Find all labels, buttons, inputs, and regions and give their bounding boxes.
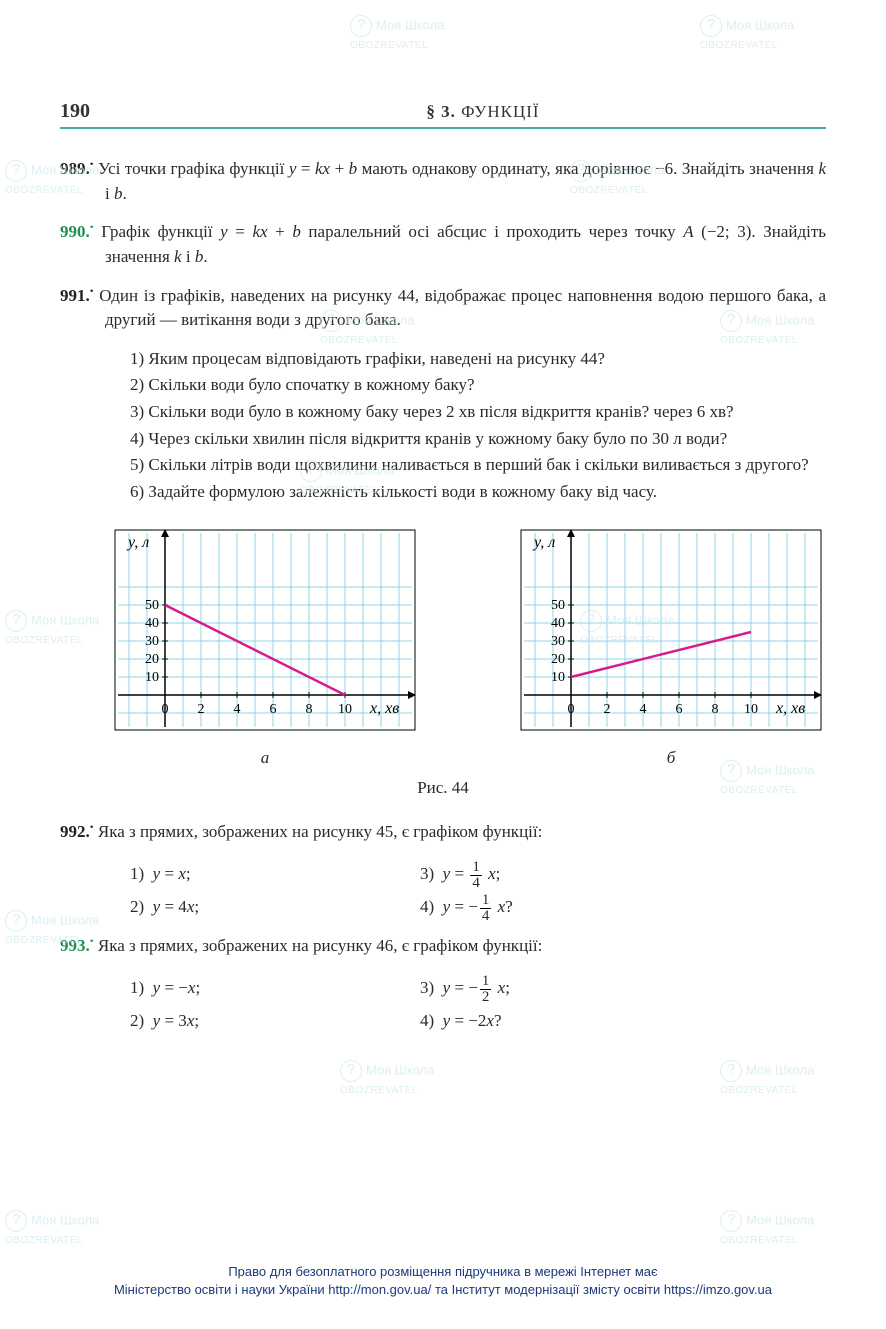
svg-text:30: 30 <box>145 634 159 649</box>
svg-text:4: 4 <box>234 702 241 717</box>
svg-text:4: 4 <box>640 702 647 717</box>
svg-text:30: 30 <box>551 634 565 649</box>
svg-text:10: 10 <box>744 702 758 717</box>
svg-text:0: 0 <box>568 702 575 717</box>
svg-text:10: 10 <box>551 670 565 685</box>
svg-text:x, хв: x, хв <box>369 700 399 717</box>
problem-992: 992.• Яка з прямих, зображених на рисунк… <box>60 820 826 845</box>
svg-text:20: 20 <box>145 652 159 667</box>
chart-a-caption: а <box>110 748 420 768</box>
chart-b-caption: б <box>516 748 826 768</box>
problem-992-row2: 2) y = 4x; 4) y = −14 x? <box>60 891 826 924</box>
svg-text:6: 6 <box>270 702 277 717</box>
footer-note: Право для безоплатного розміщення підруч… <box>0 1263 886 1299</box>
chart-a: 10 20 30 40 50 0 2 4 6 8 10 y, л x, хв <box>110 525 420 735</box>
problem-993-row1: 1) y = −x; 3) y = −12 x; <box>60 972 826 1005</box>
svg-text:2: 2 <box>198 702 205 717</box>
svg-text:20: 20 <box>551 652 565 667</box>
svg-text:x, хв: x, хв <box>775 700 805 717</box>
problem-992-text: Яка з прямих, зображених на рисунку 45, … <box>98 822 542 841</box>
problem-991-subitems: 1) Яким процесам відповідають графіки, н… <box>60 347 826 505</box>
chart-b: 10 20 30 40 50 0 2 4 6 8 10 y, л x, хв <box>516 525 826 735</box>
problem-989: 989.• Усі точки графіка функції y = kx +… <box>60 157 826 206</box>
svg-text:50: 50 <box>551 598 565 613</box>
svg-text:40: 40 <box>551 616 565 631</box>
svg-text:8: 8 <box>712 702 719 717</box>
svg-text:10: 10 <box>145 670 159 685</box>
section-title: § 3. ФУНКЦІЇ <box>140 102 826 122</box>
figure-44: 10 20 30 40 50 0 2 4 6 8 10 y, л x, хв а 10 20 30 40 50 0… <box>110 525 826 768</box>
svg-text:50: 50 <box>145 598 159 613</box>
problem-991: 991.• Один із графіків, наведених на рис… <box>60 284 826 333</box>
problem-992-row1: 1) y = x; 3) y = 14 x; <box>60 858 826 891</box>
page-number: 190 <box>60 100 140 123</box>
svg-text:2: 2 <box>604 702 611 717</box>
problem-991-intro: Один із графіків, наведених на рисунку 4… <box>99 286 826 330</box>
svg-text:10: 10 <box>338 702 352 717</box>
svg-text:6: 6 <box>676 702 683 717</box>
problem-989-text: Усі точки графіка функції y = kx + b маю… <box>98 159 826 203</box>
svg-text:40: 40 <box>145 616 159 631</box>
problem-990-text: Графік функції y = kx + b паралельний ос… <box>101 222 826 266</box>
figure-44-label: Рис. 44 <box>60 778 826 798</box>
problem-993: 993.• Яка з прямих, зображених на рисунк… <box>60 934 826 959</box>
problem-990: 990.• Графік функції y = kx + b паралель… <box>60 220 826 269</box>
svg-text:8: 8 <box>306 702 313 717</box>
svg-text:y, л: y, л <box>532 534 555 551</box>
svg-text:0: 0 <box>162 702 169 717</box>
page-header: 190 § 3. ФУНКЦІЇ <box>60 100 826 129</box>
svg-text:y, л: y, л <box>126 534 149 551</box>
problem-993-row2: 2) y = 3x; 4) y = −2x? <box>60 1005 826 1037</box>
problem-993-text: Яка з прямих, зображених на рисунку 46, … <box>98 936 542 955</box>
